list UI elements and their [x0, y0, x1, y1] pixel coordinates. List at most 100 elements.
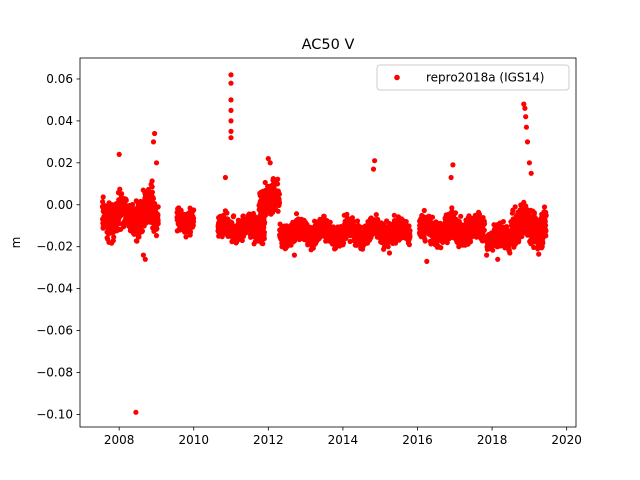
data-point — [190, 218, 197, 225]
data-point — [140, 252, 146, 258]
data-point — [121, 224, 127, 230]
data-point — [261, 218, 267, 224]
data-point — [391, 212, 397, 218]
data-point — [190, 222, 196, 228]
legend: repro2018a (IGS14) — [376, 64, 570, 91]
x-tick-label: 2010 — [178, 433, 209, 447]
x-tick-label: 2016 — [402, 433, 433, 447]
data-point — [424, 258, 430, 264]
data-point — [100, 199, 106, 205]
data-point — [183, 234, 189, 240]
chart-title: AC50 V — [302, 37, 355, 53]
data-point — [228, 80, 234, 86]
data-point — [155, 212, 161, 218]
legend-marker — [394, 74, 400, 81]
data-point — [531, 210, 538, 216]
data-point — [149, 184, 155, 190]
legend-box — [376, 64, 570, 91]
data-point — [524, 139, 531, 145]
data-point — [152, 130, 158, 137]
data-point — [134, 238, 140, 244]
data-point — [187, 229, 194, 235]
data-point — [347, 238, 353, 245]
data-point — [448, 174, 454, 181]
data-point — [275, 176, 281, 182]
data-point — [224, 210, 230, 216]
data-point — [516, 237, 522, 243]
data-points — [99, 72, 549, 415]
axes-frame — [79, 57, 577, 428]
x-tick-label: 2018 — [477, 433, 508, 447]
data-point — [542, 218, 548, 225]
data-point — [444, 240, 450, 246]
data-point — [543, 228, 549, 234]
data-point — [467, 239, 474, 245]
data-point — [274, 181, 281, 187]
data-point — [481, 221, 488, 227]
data-point — [450, 162, 456, 168]
data-point — [458, 213, 464, 219]
data-point — [261, 229, 267, 235]
data-point — [429, 214, 436, 220]
data-point — [522, 105, 528, 111]
data-point — [512, 204, 518, 210]
data-point — [154, 226, 160, 232]
data-point — [541, 204, 548, 210]
data-point — [523, 114, 529, 120]
data-point — [240, 213, 246, 219]
data-point — [265, 156, 271, 162]
data-point — [321, 213, 327, 219]
data-point — [543, 233, 549, 239]
data-point — [531, 244, 537, 250]
y-tick-label: 0.06 — [46, 72, 73, 86]
data-point — [523, 124, 530, 130]
data-point — [349, 215, 355, 221]
data-point — [354, 218, 361, 224]
data-point — [153, 160, 160, 166]
data-point — [149, 178, 155, 184]
data-point — [222, 174, 228, 181]
y-tick-label: 0.04 — [46, 114, 73, 128]
data-point — [421, 207, 427, 214]
y-tick-label: −0.10 — [36, 407, 73, 421]
data-point — [155, 221, 161, 227]
y-tick-label: −0.08 — [36, 365, 73, 379]
data-point — [123, 197, 129, 203]
data-point — [370, 166, 377, 172]
data-point — [407, 234, 413, 240]
data-point — [116, 221, 122, 227]
data-point — [407, 228, 413, 234]
data-point — [117, 186, 123, 192]
data-point — [275, 208, 281, 214]
data-point — [293, 211, 300, 217]
data-point — [191, 207, 197, 213]
data-point — [438, 245, 444, 251]
data-point — [375, 216, 381, 223]
data-point — [357, 224, 363, 230]
x-tick-label: 2020 — [551, 433, 582, 447]
y-tick-label: 0.00 — [46, 198, 73, 212]
x-tick-label: 2014 — [328, 433, 359, 447]
data-point — [119, 191, 125, 197]
data-point — [542, 222, 549, 228]
data-point — [476, 211, 482, 217]
data-point — [392, 240, 399, 246]
data-point — [500, 219, 506, 225]
data-point — [373, 212, 379, 218]
data-point — [386, 250, 393, 256]
x-axis-ticks: 2008 2010 2012 2014 2016 2018 2020 — [104, 427, 582, 447]
data-point — [116, 151, 122, 157]
y-tick-label: −0.06 — [36, 324, 73, 338]
data-point — [261, 236, 267, 242]
y-tick-label: −0.04 — [36, 282, 73, 296]
data-point — [504, 224, 510, 230]
data-point — [142, 256, 148, 262]
data-point — [341, 240, 347, 246]
data-point — [111, 234, 117, 240]
data-point — [540, 240, 546, 246]
data-point — [452, 210, 459, 216]
data-point — [228, 97, 234, 103]
data-point — [543, 212, 549, 218]
data-point — [403, 219, 409, 225]
data-point — [150, 139, 157, 145]
